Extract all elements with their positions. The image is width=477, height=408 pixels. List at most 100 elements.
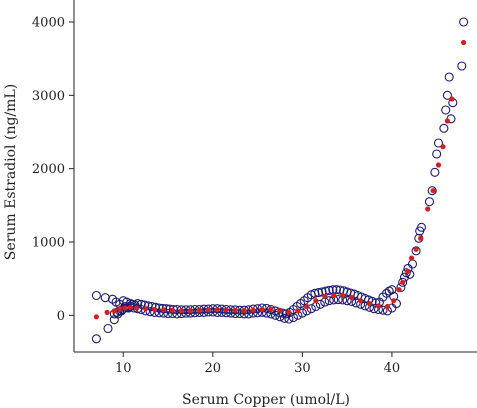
observed-point (317, 287, 327, 297)
observed-point (313, 288, 324, 298)
fitted-point (384, 303, 390, 310)
fitted-point (366, 301, 373, 307)
fitted-point (127, 304, 133, 310)
observed-point (407, 259, 418, 269)
fitted-point (178, 308, 185, 314)
observed-point (333, 295, 343, 305)
fitted-point (161, 307, 167, 313)
fitted-point (349, 294, 355, 300)
observed-point (163, 308, 173, 319)
y-tick-label: 4000 (32, 16, 65, 31)
fitted-point (409, 255, 415, 261)
fitted-point (435, 162, 442, 168)
observed-point (185, 305, 195, 315)
fitted-point (196, 307, 202, 313)
fitted-point (241, 308, 247, 314)
observed-point (172, 309, 182, 319)
fitted-point (444, 118, 450, 124)
observed-point (235, 308, 245, 319)
fitted-point (295, 308, 301, 314)
fitted-point (418, 235, 424, 241)
observed-point (378, 305, 388, 315)
fitted-point (286, 309, 292, 315)
fitted-point (313, 298, 319, 304)
fitted-point (93, 314, 99, 320)
observed-point (331, 285, 341, 295)
fitted-point (425, 206, 431, 212)
fitted-point (413, 246, 419, 252)
fitted-point (440, 144, 446, 150)
observed-point (147, 301, 157, 312)
fitted-point (396, 287, 402, 293)
fitted-point (277, 307, 283, 313)
observed-point (324, 285, 334, 295)
fitted-point (340, 292, 346, 299)
fitted-point (232, 307, 238, 313)
observed-point (154, 308, 164, 318)
x-tick-label: 20 (205, 361, 222, 376)
fitted-point (169, 307, 176, 313)
observed-point (369, 304, 379, 314)
fitted-point (461, 39, 467, 46)
y-tick-label: 0 (57, 309, 65, 324)
y-tick-label: 3000 (32, 89, 65, 104)
observed-point (315, 299, 325, 309)
fitted-point (134, 305, 140, 311)
x-axis-title: Serum Copper (umol/L) (182, 392, 350, 408)
fitted-point (117, 306, 123, 312)
observed-point (444, 72, 454, 82)
observed-point (143, 301, 153, 311)
observed-point (457, 61, 467, 71)
fitted-point (358, 298, 364, 304)
observed-point (91, 334, 101, 344)
observed-point (416, 222, 427, 232)
observed-point (441, 105, 451, 115)
fitted-point (391, 298, 397, 304)
fitted-point (250, 307, 256, 313)
x-tick-label: 30 (294, 361, 311, 376)
fitted-point (375, 303, 382, 309)
observed-point (432, 149, 442, 159)
data-points (91, 17, 469, 344)
fitted-point (405, 268, 411, 274)
fitted-point (268, 306, 274, 312)
x-tick-label: 10 (115, 361, 132, 376)
observed-point (217, 307, 227, 317)
observed-point (424, 197, 435, 207)
chart-axes (73, 0, 477, 353)
fitted-point (259, 306, 265, 313)
observed-point (324, 296, 334, 306)
observed-point (279, 313, 290, 323)
observed-point (270, 310, 281, 320)
fitted-point (331, 292, 337, 299)
observed-point (442, 90, 452, 100)
observed-point (226, 308, 236, 318)
fitted-point (214, 307, 220, 313)
observed-point (100, 293, 110, 303)
fitted-point (187, 308, 193, 314)
observed-point (398, 277, 408, 287)
observed-point (439, 123, 449, 133)
fitted-point (111, 308, 117, 314)
y-tick-label: 1000 (32, 236, 65, 251)
fitted-point (143, 306, 149, 312)
observed-point (261, 308, 272, 318)
fitted-point (205, 307, 211, 313)
fitted-point (430, 188, 436, 194)
observed-point (427, 186, 437, 196)
observed-point (284, 314, 294, 324)
observed-point (133, 304, 143, 314)
observed-point (342, 296, 352, 306)
fitted-point (104, 309, 110, 315)
fitted-point (223, 307, 229, 313)
fitted-point (304, 303, 310, 310)
observed-point (433, 138, 444, 148)
observed-point (310, 288, 320, 298)
fitted-point (152, 306, 158, 313)
y-axis-title: Serum Estradiol (ng/mL) (3, 84, 19, 260)
observed-point (459, 17, 469, 27)
observed-point (194, 304, 204, 315)
observed-point (288, 312, 298, 323)
fitted-point (400, 279, 406, 285)
